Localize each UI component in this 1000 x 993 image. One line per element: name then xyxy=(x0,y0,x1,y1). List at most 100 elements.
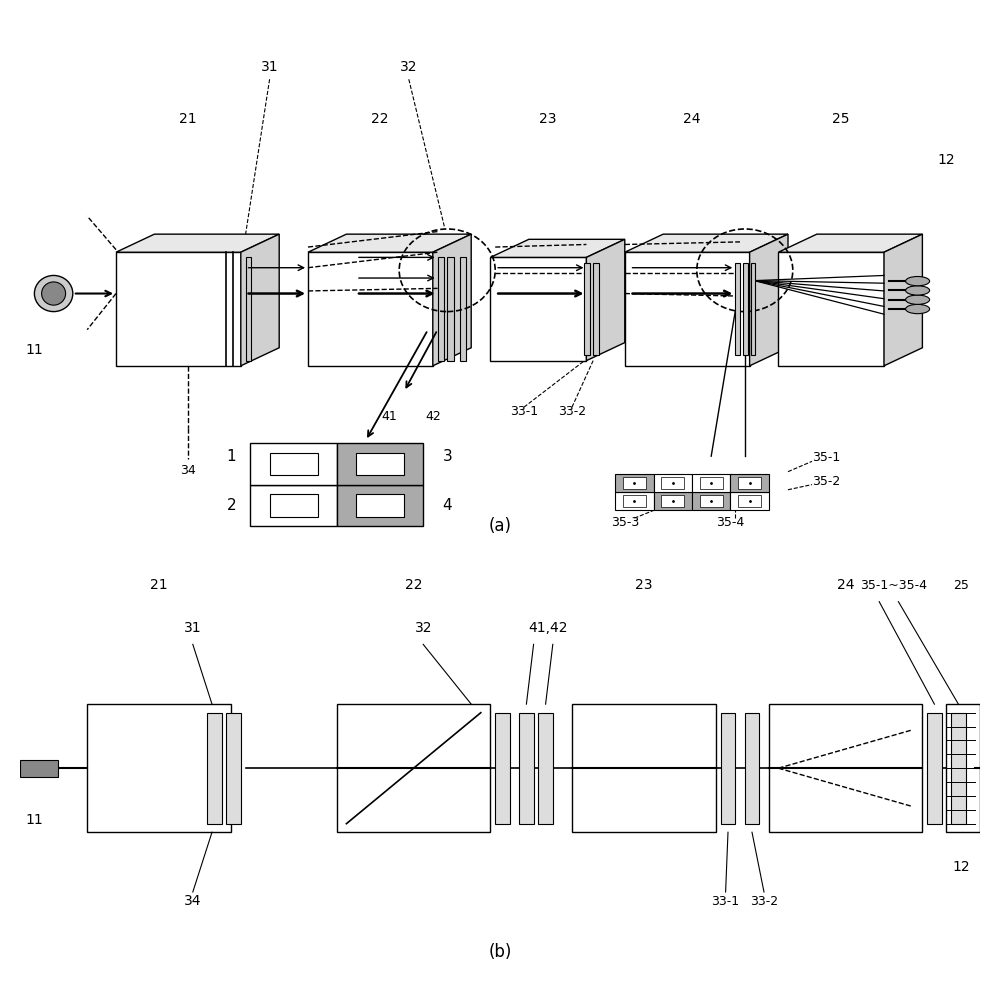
Bar xyxy=(661,478,684,490)
Bar xyxy=(615,493,654,510)
Bar xyxy=(654,493,692,510)
Text: 31: 31 xyxy=(184,621,202,635)
Bar xyxy=(337,443,423,485)
Polygon shape xyxy=(743,262,748,355)
Ellipse shape xyxy=(906,286,930,295)
Bar xyxy=(692,493,730,510)
Text: 24: 24 xyxy=(683,112,701,126)
Ellipse shape xyxy=(906,305,930,314)
Bar xyxy=(615,475,654,493)
Text: 34: 34 xyxy=(180,465,196,478)
Bar xyxy=(951,713,966,824)
Text: 22: 22 xyxy=(405,578,422,592)
Text: 11: 11 xyxy=(26,344,43,357)
Bar xyxy=(270,453,318,476)
Bar xyxy=(745,713,759,824)
Bar xyxy=(623,496,646,507)
Bar xyxy=(769,704,922,832)
Text: 12: 12 xyxy=(938,154,955,168)
Bar xyxy=(946,704,980,832)
Bar xyxy=(250,443,337,485)
Ellipse shape xyxy=(34,275,73,312)
Text: 23: 23 xyxy=(539,112,557,126)
Polygon shape xyxy=(584,262,590,355)
Bar xyxy=(730,475,769,493)
Polygon shape xyxy=(433,234,471,365)
Bar xyxy=(700,478,723,490)
Bar xyxy=(519,713,534,824)
Text: 31: 31 xyxy=(261,61,278,74)
Bar xyxy=(692,475,730,493)
Bar xyxy=(490,257,586,360)
Bar xyxy=(623,478,646,490)
Text: (a): (a) xyxy=(488,517,512,535)
Text: 25: 25 xyxy=(832,112,850,126)
Bar xyxy=(116,252,241,365)
Text: 42: 42 xyxy=(425,410,441,423)
Text: 1: 1 xyxy=(226,450,236,465)
Polygon shape xyxy=(447,257,454,360)
Bar xyxy=(625,252,750,365)
Text: 32: 32 xyxy=(414,621,432,635)
Bar xyxy=(356,453,404,476)
Text: 41: 41 xyxy=(382,410,397,423)
Polygon shape xyxy=(884,234,922,365)
Text: 35-4: 35-4 xyxy=(716,516,745,529)
Bar xyxy=(572,704,716,832)
Text: 35-3: 35-3 xyxy=(611,516,639,529)
Ellipse shape xyxy=(42,282,66,305)
Bar xyxy=(270,494,318,516)
Text: 24: 24 xyxy=(837,578,854,592)
Bar xyxy=(654,475,692,493)
Text: 23: 23 xyxy=(635,578,653,592)
Bar xyxy=(250,485,337,526)
Polygon shape xyxy=(778,234,922,252)
Text: 21: 21 xyxy=(150,578,168,592)
Bar xyxy=(778,252,884,365)
Bar xyxy=(87,704,231,832)
Text: 35-2: 35-2 xyxy=(812,475,840,488)
Bar xyxy=(721,713,735,824)
Polygon shape xyxy=(750,234,788,365)
Bar xyxy=(738,496,761,507)
Bar xyxy=(538,713,553,824)
Bar xyxy=(661,496,684,507)
Text: 35-1~35-4: 35-1~35-4 xyxy=(860,579,927,592)
Text: 33-1: 33-1 xyxy=(712,895,740,908)
Bar xyxy=(927,713,942,824)
Text: 33-2: 33-2 xyxy=(558,405,586,418)
Text: 35-1: 35-1 xyxy=(812,452,840,465)
Text: 2: 2 xyxy=(226,498,236,513)
Polygon shape xyxy=(246,257,251,360)
Polygon shape xyxy=(241,234,279,365)
Bar xyxy=(738,478,761,490)
Text: 22: 22 xyxy=(371,112,389,126)
Polygon shape xyxy=(20,760,58,777)
Text: 41,42: 41,42 xyxy=(528,621,568,635)
Text: 33-1: 33-1 xyxy=(510,405,538,418)
Bar xyxy=(730,493,769,510)
Bar xyxy=(308,252,433,365)
Polygon shape xyxy=(116,234,279,252)
Bar xyxy=(337,485,423,526)
Text: 12: 12 xyxy=(952,860,970,874)
Text: 32: 32 xyxy=(400,61,418,74)
Text: 21: 21 xyxy=(179,112,197,126)
Polygon shape xyxy=(625,234,788,252)
Bar xyxy=(495,713,510,824)
Text: 11: 11 xyxy=(26,812,43,827)
Polygon shape xyxy=(586,239,625,360)
Polygon shape xyxy=(438,257,444,360)
Polygon shape xyxy=(308,234,471,252)
Bar xyxy=(700,496,723,507)
Polygon shape xyxy=(490,239,625,257)
Polygon shape xyxy=(751,262,755,355)
Text: (b): (b) xyxy=(488,942,512,961)
Text: 34: 34 xyxy=(184,894,202,908)
Text: 25: 25 xyxy=(953,579,969,592)
Polygon shape xyxy=(735,262,740,355)
Text: 3: 3 xyxy=(442,450,452,465)
Bar xyxy=(356,494,404,516)
Polygon shape xyxy=(460,257,466,360)
Bar xyxy=(337,704,490,832)
